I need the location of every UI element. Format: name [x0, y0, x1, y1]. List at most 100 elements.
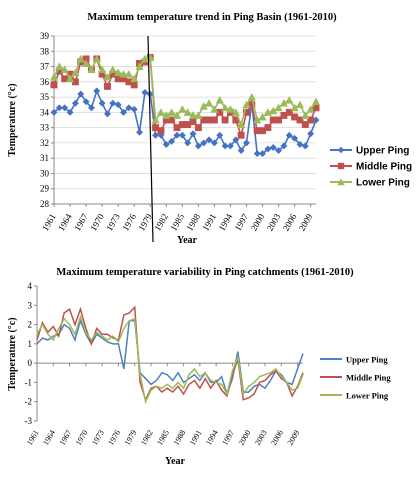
middle-ping-point — [210, 116, 218, 124]
lower-ping-point — [285, 95, 294, 104]
y-tick-label: 28 — [40, 199, 50, 209]
upper-ping-point — [50, 108, 58, 116]
upper-ping-point — [210, 139, 218, 147]
upper-ping-point — [66, 108, 74, 116]
x-tick-label: 1991 — [200, 212, 218, 233]
lower-ping-point — [242, 100, 251, 109]
middle-ping-point — [184, 121, 192, 129]
y-tick-label: -2 — [25, 397, 33, 407]
x-tick-label: 2006 — [281, 212, 299, 233]
lower-ping-legend-label: Lower Ping — [356, 178, 410, 189]
x-tick-label: 1961 — [40, 212, 58, 233]
lower-ping-point — [156, 108, 166, 116]
lower-ping-point — [172, 111, 182, 119]
chart2-axes — [36, 286, 303, 421]
x-tick-label: 1997 — [220, 429, 236, 447]
upper-ping-point — [216, 131, 224, 139]
middle-ping-point — [194, 124, 202, 132]
lower-ping-point — [258, 112, 267, 121]
middle-ping-line — [36, 305, 304, 402]
lower-ping-point — [114, 68, 123, 77]
y-tick-label: 1 — [28, 339, 33, 349]
lower-ping-point — [237, 120, 246, 129]
lower-ping-point — [306, 105, 315, 113]
upper-ping-point — [82, 98, 90, 106]
upper-ping-point — [291, 134, 299, 142]
y-tick-label: 32 — [40, 138, 49, 148]
chart2-series — [36, 305, 304, 405]
upper-ping-point — [226, 142, 235, 150]
x-tick-label: 1964 — [56, 212, 74, 233]
chart-trend: Maximum temperature trend in Ping Basin … — [7, 12, 412, 246]
lower-ping-point — [167, 108, 176, 116]
upper-ping-point — [296, 140, 304, 148]
x-tick-label: 1979 — [123, 429, 139, 447]
middle-ping-point — [232, 116, 240, 124]
upper-ping-point — [135, 128, 144, 136]
upper-ping-point — [301, 142, 309, 150]
x-tick-label: 2000 — [249, 212, 267, 233]
upper-ping-point — [103, 110, 112, 118]
middle-ping-point — [71, 78, 79, 86]
lower-ping-legend-label: Lower Ping — [346, 391, 389, 401]
x-tick-label: 1997 — [233, 212, 251, 233]
lower-ping-point — [274, 103, 283, 112]
lower-ping-point — [295, 100, 305, 109]
lower-ping-point — [210, 105, 219, 113]
middle-ping-point — [50, 81, 58, 89]
x-tick-label: 1985 — [155, 429, 171, 447]
chart1-title: Maximum temperature trend in Ping Basin … — [87, 12, 337, 23]
x-tick-label: 1982 — [152, 212, 170, 233]
lower-ping-point — [183, 108, 192, 116]
x-tick-label: 1973 — [90, 429, 106, 447]
upper-ping-point — [109, 99, 117, 107]
upper-ping-point — [237, 146, 245, 155]
upper-ping-legend-marker — [337, 146, 345, 154]
lower-ping-point — [108, 65, 117, 74]
y-tick-label: 4 — [28, 281, 33, 291]
y-tick-label: 36 — [40, 77, 50, 87]
x-tick-label: 2003 — [265, 212, 283, 233]
lower-ping-point — [231, 108, 240, 116]
upper-ping-point — [184, 139, 192, 147]
upper-ping-point — [55, 104, 63, 112]
upper-ping-point — [71, 99, 79, 107]
upper-ping-point — [285, 131, 293, 139]
middle-ping-point — [104, 82, 111, 90]
upper-ping-point — [178, 131, 186, 139]
x-tick-label: 2006 — [269, 429, 285, 447]
chart2-x-label: Year — [165, 456, 186, 467]
lower-ping-point — [226, 105, 235, 113]
upper-ping-point — [61, 104, 69, 112]
upper-ping-point — [130, 105, 138, 113]
upper-ping-point — [114, 101, 122, 109]
lower-ping-point — [124, 69, 133, 78]
upper-ping-legend-label: Upper Ping — [356, 146, 409, 157]
lower-ping-point — [76, 54, 85, 63]
lower-ping-point — [92, 54, 101, 63]
y-tick-label: 31 — [40, 153, 49, 163]
y-tick-label: 37 — [40, 62, 50, 72]
upper-ping-point — [189, 130, 197, 138]
chart-variability: Maximum temperature variability in Ping … — [7, 267, 391, 467]
y-tick-label: 3 — [28, 300, 33, 310]
chart2-y-label: Temperature (°c) — [7, 317, 18, 390]
lower-ping-point — [194, 111, 203, 119]
x-tick-label: 1973 — [104, 212, 122, 233]
middle-ping-legend-label: Middle Ping — [356, 162, 412, 173]
upper-ping-point — [141, 88, 149, 97]
y-tick-label: 30 — [40, 168, 50, 178]
chart2-legend: Upper Ping Middle Ping Lower Ping — [320, 355, 391, 401]
y-tick-label: 29 — [40, 184, 50, 194]
x-tick-label: 2009 — [297, 212, 315, 233]
middle-ping-legend-marker — [337, 162, 345, 170]
lower-ping-point — [65, 74, 75, 83]
chart1-series — [49, 53, 321, 158]
upper-ping-point — [168, 137, 176, 145]
upper-ping-point — [93, 87, 101, 95]
upper-ping-point — [194, 142, 202, 150]
x-tick-label: 2003 — [253, 429, 269, 447]
upper-ping-point — [280, 142, 288, 150]
y-tick-label: 38 — [40, 46, 50, 56]
